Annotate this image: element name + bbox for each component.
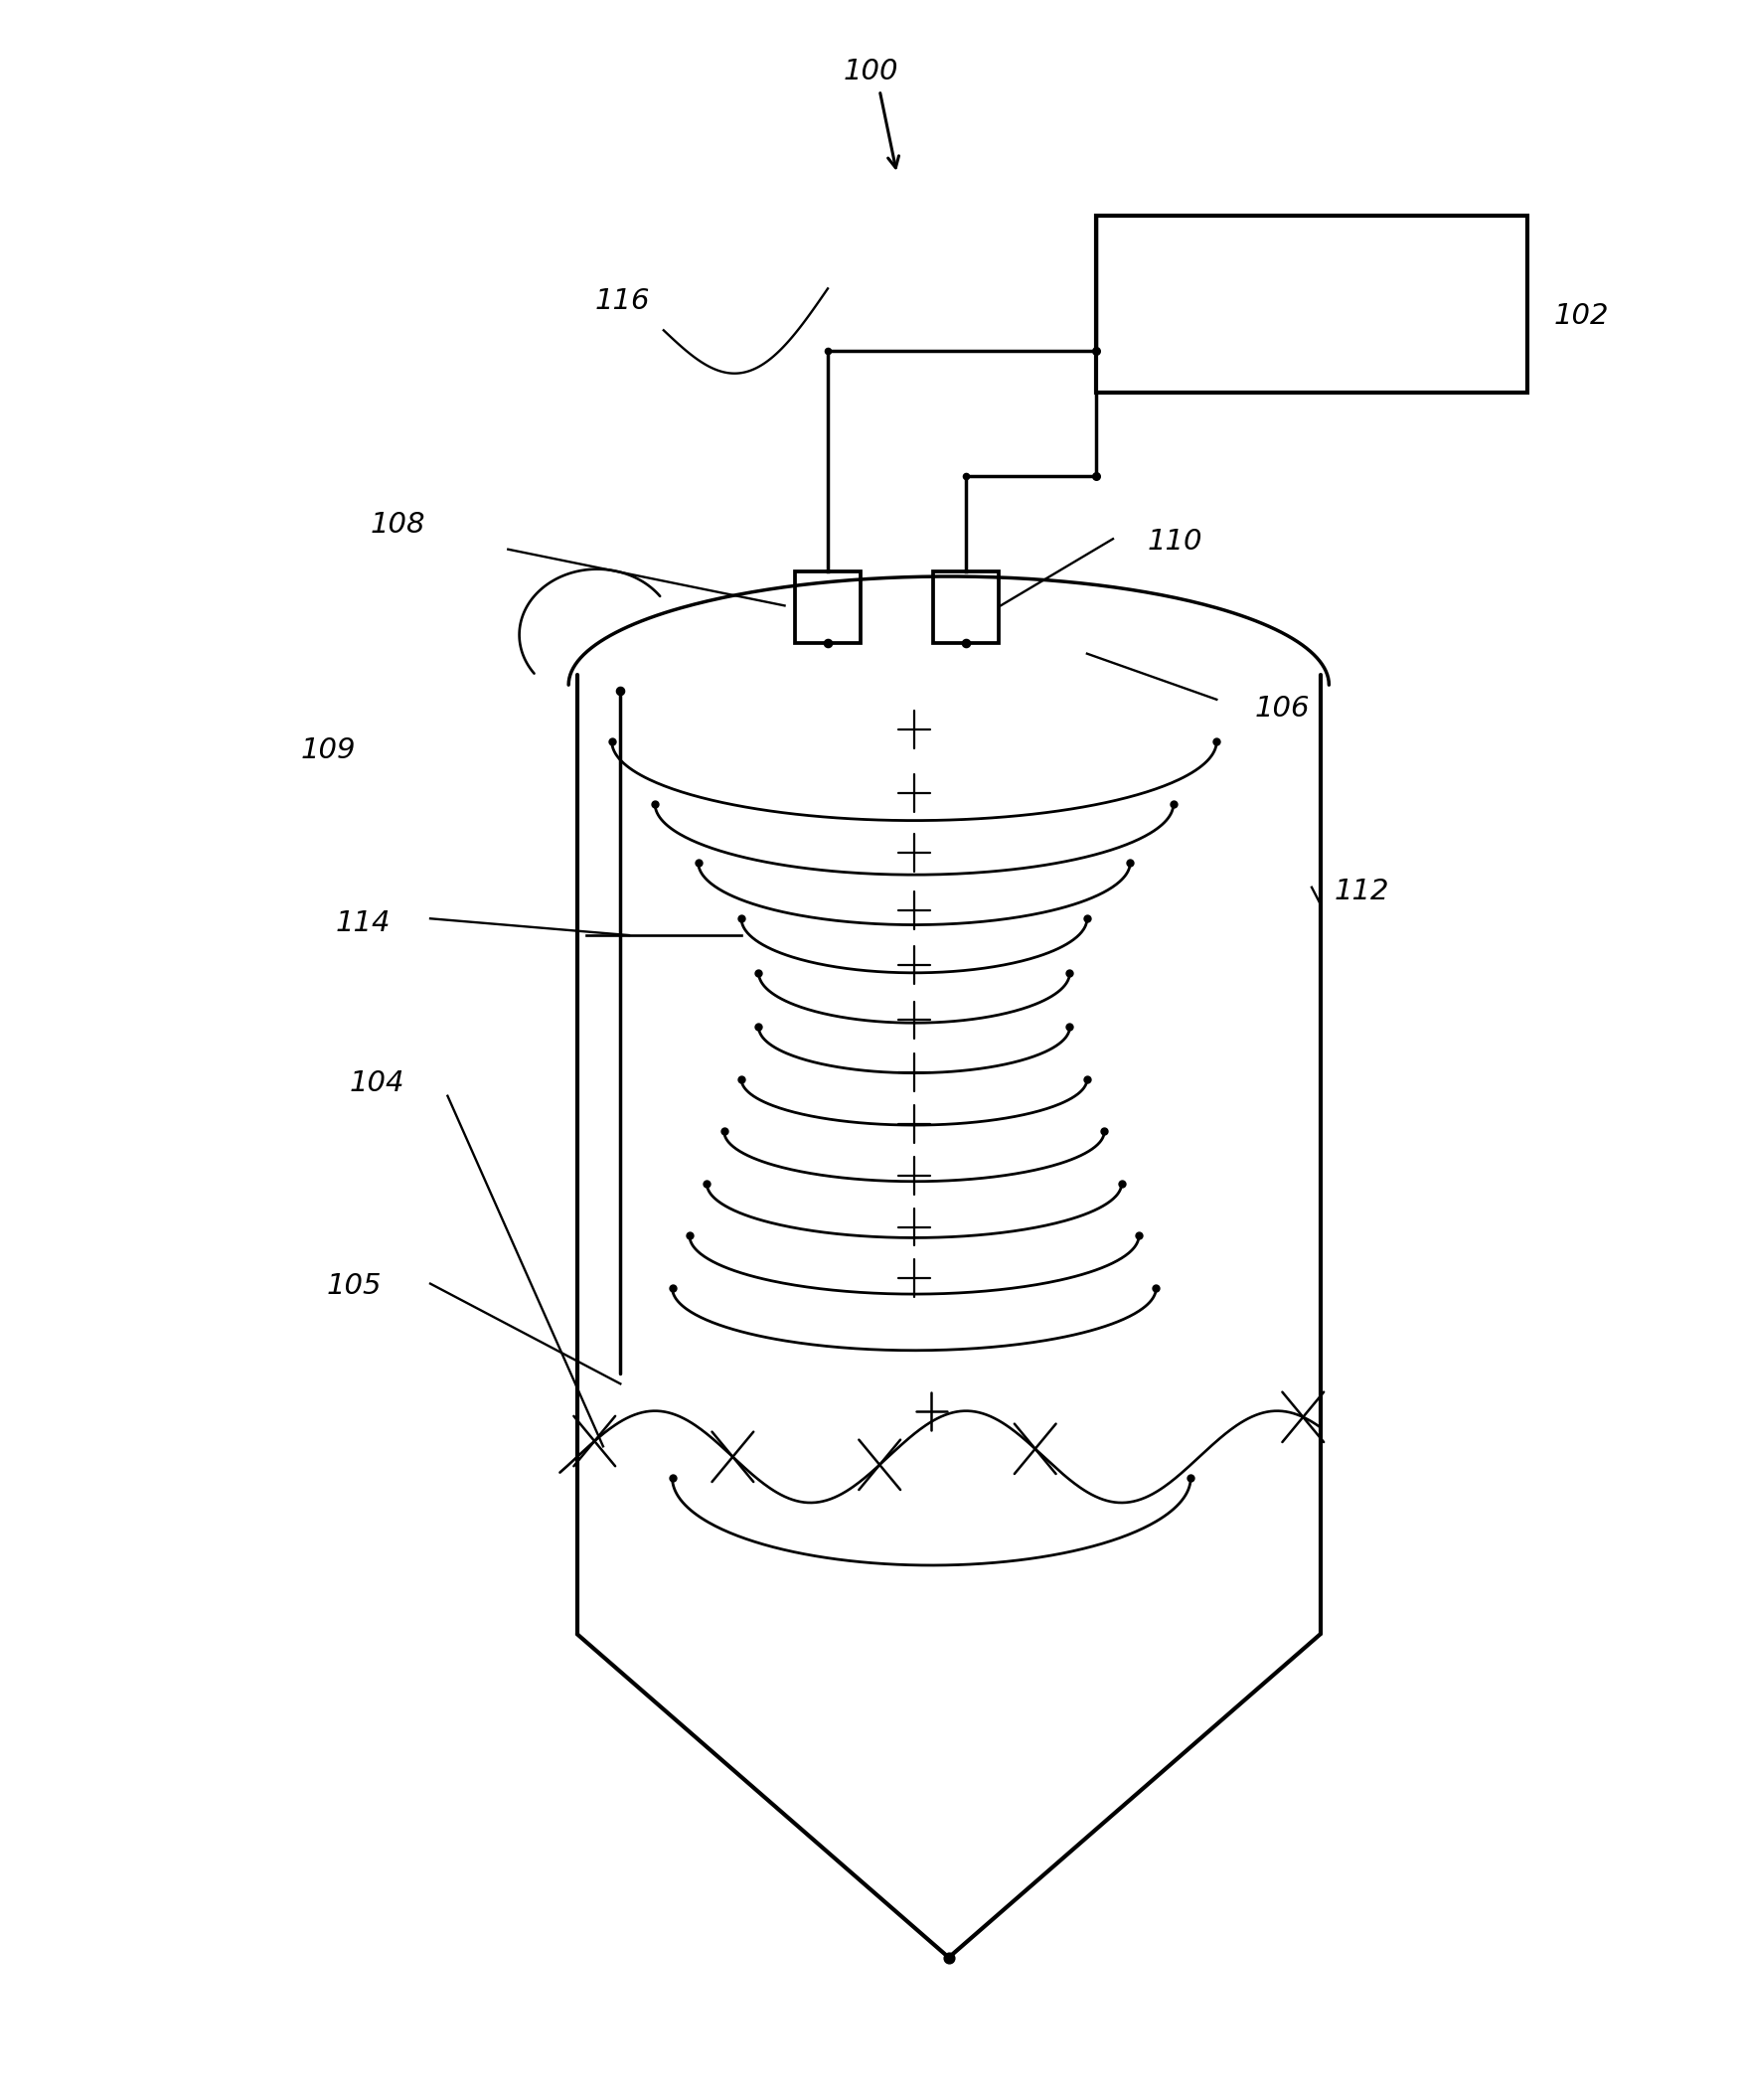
Point [1108,1168,1136,1201]
Point [1160,788,1188,821]
Point [658,1270,686,1304]
Point [1090,1115,1118,1149]
Point [606,674,634,708]
Text: 110: 110 [1148,527,1202,554]
Point [598,724,625,758]
Point [641,788,669,821]
Text: 108: 108 [369,510,425,538]
Point [935,1940,963,1974]
Point [953,626,981,659]
Point [1073,901,1101,934]
Bar [934,571,998,643]
Point [711,1115,739,1149]
Text: 100: 100 [843,59,899,86]
Point [1202,724,1230,758]
Point [1082,334,1110,368]
Point [693,1168,721,1201]
Text: 109: 109 [301,737,355,764]
Point [728,1063,756,1096]
Point [728,901,756,934]
Bar [794,571,861,643]
Point [1056,956,1084,989]
Point [1056,1010,1084,1044]
Point [814,626,841,659]
Point [1125,1218,1153,1252]
Point [658,1462,686,1495]
Text: 116: 116 [594,288,650,315]
Point [814,334,841,368]
Point [1143,1270,1171,1304]
Text: 106: 106 [1254,695,1310,722]
Text: 112: 112 [1334,878,1390,905]
Point [685,846,712,880]
Point [1073,1063,1101,1096]
Point [1117,846,1144,880]
Point [953,460,981,494]
Point [746,956,773,989]
Bar [1096,216,1528,393]
Point [676,1218,704,1252]
Text: 104: 104 [348,1069,404,1098]
Point [746,1010,773,1044]
Text: 114: 114 [334,909,390,937]
Point [1082,460,1110,494]
Text: 102: 102 [1554,302,1610,330]
Point [1178,1462,1205,1495]
Text: 105: 105 [326,1273,381,1300]
